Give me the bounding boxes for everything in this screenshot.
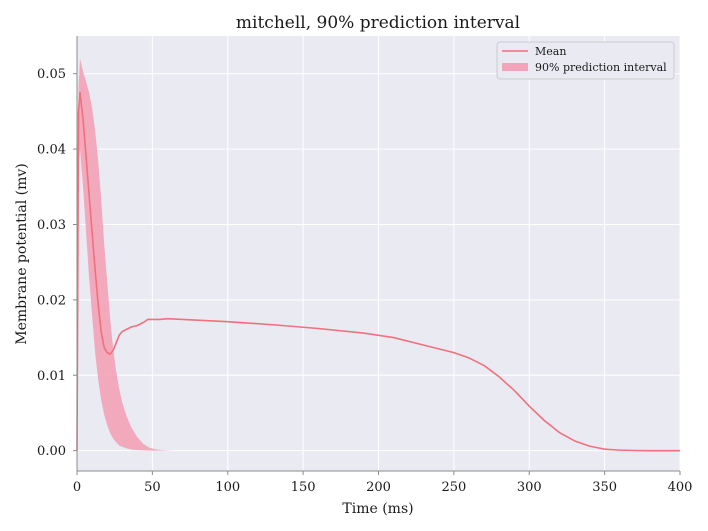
y-tick-labels: 0.00 0.01 0.02 0.03 0.04 0.05 <box>37 67 66 459</box>
y-tick-label: 0.01 <box>37 369 66 384</box>
y-tick-label: 0.03 <box>37 218 66 233</box>
x-axis-title: Time (ms) <box>342 501 413 517</box>
x-tick-label: 200 <box>366 480 391 495</box>
x-tick-label: 350 <box>592 480 617 495</box>
prediction-interval-band <box>77 58 183 451</box>
x-tick-label: 50 <box>144 480 161 495</box>
chart-title: mitchell, 90% prediction interval <box>236 13 520 33</box>
y-tick-label: 0.02 <box>37 293 66 308</box>
y-tick-label: 0.04 <box>37 143 66 158</box>
mean-line-layer <box>76 91 680 452</box>
y-axis-title: Membrane potential (mv) <box>14 163 30 344</box>
legend-band-swatch <box>502 63 528 71</box>
y-tick-label: 0.05 <box>37 67 66 82</box>
x-tick-labels: 0 50 100 150 200 250 300 350 400 <box>73 480 693 495</box>
grid-lines <box>76 36 681 471</box>
x-tick-label: 150 <box>291 480 316 495</box>
legend: Mean 90% prediction interval <box>496 41 675 80</box>
x-tick-label: 0 <box>73 480 81 495</box>
mean-line <box>76 91 680 452</box>
x-tick-label: 250 <box>441 480 466 495</box>
y-tick-label: 0.00 <box>37 444 66 459</box>
prediction-interval-area <box>77 58 183 451</box>
x-tick-label: 300 <box>517 480 542 495</box>
x-tick-label: 400 <box>668 480 693 495</box>
legend-mean-label: Mean <box>535 45 566 58</box>
x-tick-label: 100 <box>215 480 240 495</box>
legend-band-label: 90% prediction interval <box>535 61 667 74</box>
legend-box <box>496 41 675 80</box>
axes <box>73 36 681 475</box>
